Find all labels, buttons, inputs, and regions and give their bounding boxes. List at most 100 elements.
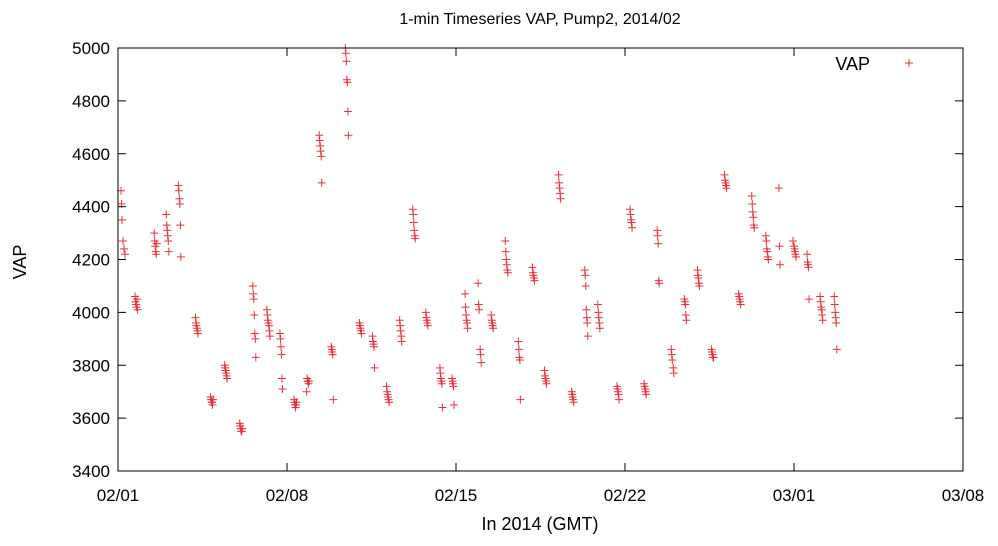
data-point <box>653 231 662 240</box>
data-point <box>556 194 565 203</box>
data-point <box>162 221 171 230</box>
data-point <box>627 218 636 227</box>
data-point <box>555 184 564 193</box>
data-point <box>423 321 432 330</box>
data-point <box>209 395 218 404</box>
data-point <box>461 303 470 312</box>
data-point <box>248 281 257 290</box>
data-point <box>316 141 325 150</box>
data-point <box>437 379 446 388</box>
data-point <box>343 107 352 116</box>
data-point <box>816 292 825 301</box>
data-point <box>408 205 417 214</box>
data-point <box>477 358 486 367</box>
data-point <box>581 281 590 290</box>
data-point <box>449 382 458 391</box>
data-point <box>816 297 825 306</box>
x-axis-title: In 2014 (GMT) <box>481 514 598 534</box>
y-tick-label: 4000 <box>72 303 110 322</box>
data-point <box>555 178 564 187</box>
data-point <box>614 395 623 404</box>
data-point <box>276 342 285 351</box>
data-point <box>223 374 232 383</box>
data-point <box>250 311 259 320</box>
legend-marker-plus <box>905 59 913 67</box>
data-point <box>262 305 271 314</box>
x-tick-label: 02/01 <box>97 486 140 505</box>
data-point <box>748 199 757 208</box>
data-point <box>487 311 496 320</box>
data-point <box>133 305 142 314</box>
data-point <box>774 184 783 193</box>
data-point <box>580 266 589 275</box>
data-point <box>681 300 690 309</box>
data-point <box>583 332 592 341</box>
data-point <box>501 247 510 256</box>
x-tick-label: 03/08 <box>942 486 985 505</box>
data-point <box>583 318 592 327</box>
data-point <box>251 353 260 362</box>
data-point <box>409 210 418 219</box>
data-point <box>695 281 704 290</box>
data-point <box>191 313 200 322</box>
data-point <box>722 184 731 193</box>
data-point <box>556 189 565 198</box>
data-point <box>409 218 418 227</box>
y-tick-label: 4600 <box>72 145 110 164</box>
data-point <box>163 231 172 240</box>
data-point <box>831 313 840 322</box>
data-point <box>176 221 185 230</box>
data-point <box>150 229 159 238</box>
legend-label-vap: VAP <box>835 54 870 74</box>
data-point <box>595 318 604 327</box>
legend-marker-vap <box>905 59 913 67</box>
data-point <box>265 326 274 335</box>
data-point <box>121 250 130 259</box>
data-point <box>792 252 801 261</box>
data-point <box>502 255 511 264</box>
data-point <box>832 345 841 354</box>
data-point <box>162 210 171 219</box>
data-point <box>263 311 272 320</box>
data-point <box>805 295 814 304</box>
data-point <box>382 382 391 391</box>
data-point <box>476 350 485 359</box>
data-point <box>175 194 184 203</box>
data-point <box>514 345 523 354</box>
data-point <box>720 170 729 179</box>
data-point <box>667 350 676 359</box>
y-tick-label: 3800 <box>72 356 110 375</box>
data-point <box>277 350 286 359</box>
data-point <box>396 326 405 335</box>
data-point <box>803 250 812 259</box>
data-point <box>530 276 539 285</box>
data-points <box>117 44 841 436</box>
data-point <box>750 223 759 232</box>
data-point <box>528 263 537 272</box>
data-point <box>118 215 127 224</box>
data-point <box>462 311 471 320</box>
data-point <box>709 353 718 362</box>
data-point <box>594 308 603 317</box>
data-point <box>329 395 338 404</box>
data-point <box>120 244 129 253</box>
legend: VAP <box>835 54 913 74</box>
data-point <box>315 136 324 145</box>
data-point <box>581 271 590 280</box>
y-tick-label: 3600 <box>72 409 110 428</box>
x-tick-label: 02/22 <box>604 486 647 505</box>
y-tick-label: 4200 <box>72 251 110 270</box>
data-point <box>411 234 420 243</box>
data-point <box>265 332 274 341</box>
data-point <box>669 363 678 372</box>
data-point <box>489 324 498 333</box>
data-point <box>463 318 472 327</box>
data-point <box>164 247 173 256</box>
data-point <box>655 279 664 288</box>
y-axis: 3400 3600 3800 4000 4200 4400 4600 4800 5000 <box>72 39 963 481</box>
data-point <box>208 400 217 409</box>
data-point <box>264 321 273 330</box>
data-point <box>278 385 287 394</box>
data-point <box>328 350 337 359</box>
